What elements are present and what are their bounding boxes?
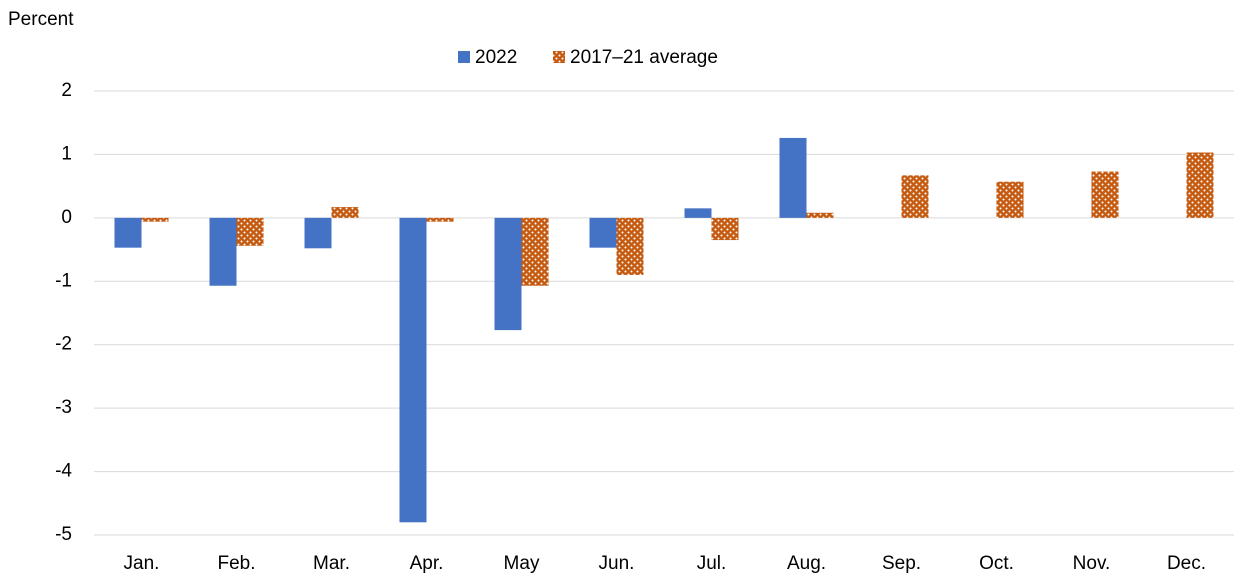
legend-label: 2017–21 average xyxy=(570,47,718,68)
bar xyxy=(901,175,929,218)
legend-swatch xyxy=(458,51,470,63)
bar xyxy=(996,181,1024,218)
bar xyxy=(684,208,712,218)
bar xyxy=(616,217,644,275)
y-tick-label: -4 xyxy=(55,461,72,482)
x-tick-label: Sep. xyxy=(882,553,921,574)
x-tick-label: Jan. xyxy=(124,553,160,574)
bar xyxy=(711,217,739,241)
legend-swatch xyxy=(553,51,565,63)
bar xyxy=(1091,171,1119,218)
bar xyxy=(426,217,454,222)
bar xyxy=(521,217,549,286)
bar xyxy=(1186,152,1214,218)
bar xyxy=(779,137,807,218)
y-tick-label: -1 xyxy=(55,270,72,291)
x-tick-label: Mar. xyxy=(313,553,350,574)
bar xyxy=(304,217,332,249)
bar xyxy=(141,217,169,222)
y-tick-label: 0 xyxy=(61,207,72,228)
bar xyxy=(331,207,359,218)
y-tick-label: -5 xyxy=(55,524,72,545)
x-tick-label: Dec. xyxy=(1167,553,1206,574)
bar xyxy=(114,217,142,248)
y-tick-label: 2 xyxy=(61,80,72,101)
bar xyxy=(806,212,834,218)
bar xyxy=(494,217,522,331)
bar xyxy=(589,217,617,248)
x-tick-label: Oct. xyxy=(979,553,1014,574)
y-tick-label: -3 xyxy=(55,397,72,418)
x-tick-label: May xyxy=(504,553,540,574)
x-tick-label: Jul. xyxy=(697,553,727,574)
bar xyxy=(209,217,237,286)
x-tick-label: Nov. xyxy=(1073,553,1111,574)
legend-label: 2022 xyxy=(475,47,517,68)
x-tick-label: Jun. xyxy=(599,553,635,574)
bar xyxy=(399,217,427,523)
bar xyxy=(236,217,264,246)
x-tick-label: Apr. xyxy=(410,553,444,574)
x-tick-label: Feb. xyxy=(217,553,255,574)
y-tick-label: -2 xyxy=(55,334,72,355)
x-tick-label: Aug. xyxy=(787,553,826,574)
y-tick-label: 1 xyxy=(61,143,72,164)
y-axis-label: Percent xyxy=(8,9,74,30)
